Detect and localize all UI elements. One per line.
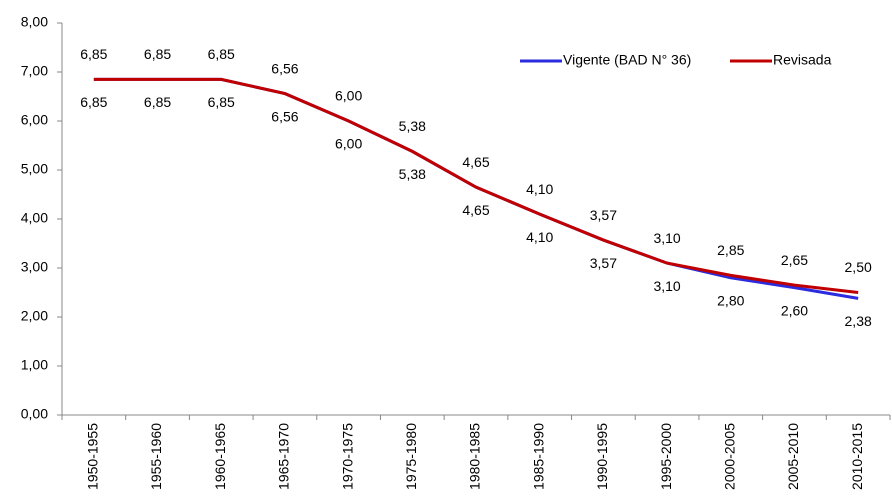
y-tick-label: 5,00	[21, 161, 48, 177]
y-tick-label: 1,00	[21, 357, 48, 373]
x-tick-label: 1995-2000	[658, 423, 674, 490]
data-label: 6,56	[271, 108, 298, 124]
x-tick-label: 1965-1970	[276, 423, 292, 490]
data-label: 2,85	[717, 242, 744, 258]
series-line	[93, 77, 859, 300]
data-label: 2,60	[781, 302, 808, 318]
data-label: 3,57	[590, 207, 617, 223]
data-label: 6,85	[80, 46, 107, 62]
legend-label: Vigente (BAD N° 36)	[563, 52, 691, 68]
x-tick-label: 2010-2015	[849, 423, 865, 490]
data-label: 6,85	[208, 46, 235, 62]
data-label: 2,80	[717, 293, 744, 309]
data-label: 2,65	[781, 252, 808, 268]
x-tick-label: 2005-2010	[785, 423, 801, 490]
data-label: 3,10	[653, 230, 680, 246]
y-tick-label: 3,00	[21, 259, 48, 275]
data-label: 6,85	[144, 46, 171, 62]
series-line	[93, 77, 859, 294]
legend-label: Revisada	[773, 52, 832, 68]
data-label: 4,65	[462, 154, 489, 170]
x-tick-label: 1985-1990	[530, 423, 546, 490]
x-tick-label: 2000-2005	[721, 423, 737, 490]
data-label: 6,56	[271, 60, 298, 76]
data-label: 3,57	[590, 255, 617, 271]
data-label: 4,10	[526, 181, 553, 197]
x-tick-label: 1950-1955	[85, 423, 101, 490]
x-tick-label: 1975-1980	[403, 423, 419, 490]
data-label: 4,10	[526, 229, 553, 245]
x-tick-label: 1990-1995	[594, 423, 610, 490]
y-tick-label: 0,00	[21, 406, 48, 422]
y-tick-label: 6,00	[21, 112, 48, 128]
data-label: 6,00	[335, 136, 362, 152]
y-tick-label: 2,00	[21, 308, 48, 324]
x-tick-label: 1970-1975	[339, 423, 355, 490]
x-tick-label: 1955-1960	[148, 423, 164, 490]
data-label: 3,10	[653, 278, 680, 294]
y-tick-label: 7,00	[21, 63, 48, 79]
data-label: 2,50	[845, 259, 872, 275]
data-label: 6,00	[335, 88, 362, 104]
data-label: 5,38	[399, 118, 426, 134]
data-label: 5,38	[399, 166, 426, 182]
x-tick-label: 1960-1965	[212, 423, 228, 490]
x-tick-label: 1980-1985	[467, 423, 483, 490]
data-label: 6,85	[144, 94, 171, 110]
data-label: 2,38	[845, 313, 872, 329]
data-label: 4,65	[462, 202, 489, 218]
data-label: 6,85	[80, 94, 107, 110]
y-tick-label: 8,00	[21, 14, 48, 30]
y-tick-label: 4,00	[21, 210, 48, 226]
data-label: 6,85	[208, 94, 235, 110]
